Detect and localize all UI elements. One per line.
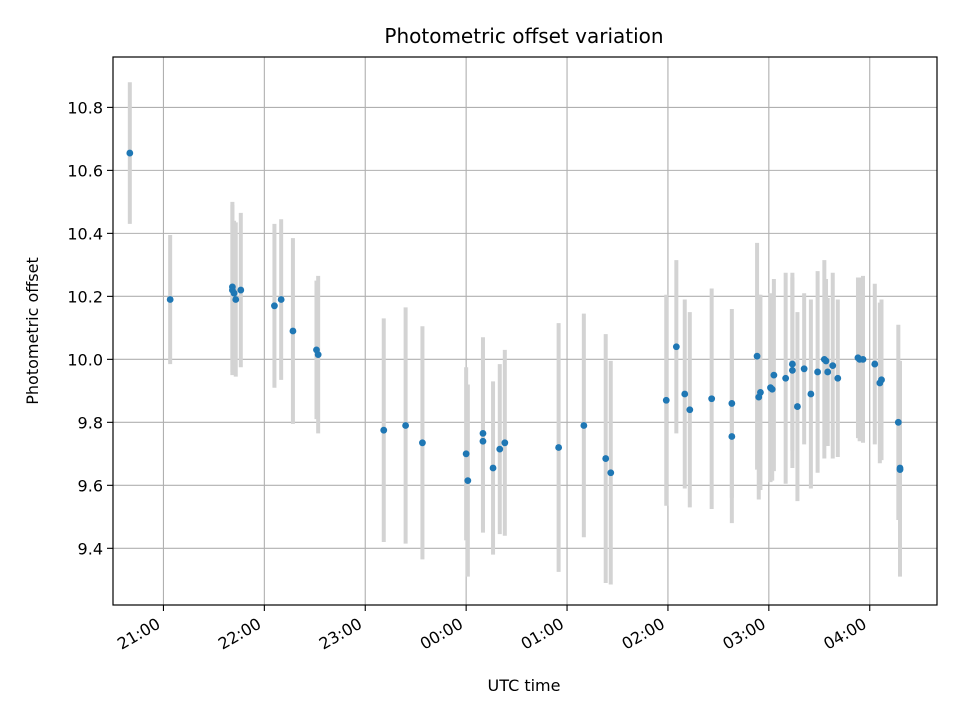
data-point bbox=[419, 439, 426, 447]
data-point bbox=[753, 352, 761, 360]
data-point bbox=[230, 289, 238, 297]
data-point bbox=[126, 149, 134, 157]
data-point bbox=[289, 327, 297, 335]
data-point bbox=[501, 439, 509, 447]
data-point bbox=[555, 444, 563, 451]
data-point bbox=[602, 455, 610, 462]
data-point bbox=[672, 343, 680, 351]
data-point bbox=[757, 389, 764, 396]
y-tick-label: 10.0 bbox=[67, 350, 103, 369]
data-point bbox=[728, 433, 736, 440]
data-point bbox=[479, 429, 487, 437]
data-point bbox=[814, 368, 822, 376]
data-point bbox=[607, 469, 615, 477]
data-point bbox=[232, 296, 240, 303]
data-point bbox=[788, 366, 796, 374]
data-point bbox=[824, 368, 832, 376]
y-tick-label: 10.4 bbox=[67, 224, 103, 243]
data-point bbox=[859, 355, 867, 363]
y-tick-label: 10.6 bbox=[67, 161, 103, 180]
data-point bbox=[662, 396, 670, 404]
data-point bbox=[896, 466, 904, 473]
y-axis-ticks: 9.4 9.6 9.8 10.0 10.2 10.4 10.6 10.8 bbox=[67, 98, 113, 558]
data-point bbox=[464, 477, 472, 484]
data-point bbox=[496, 445, 504, 453]
data-point bbox=[894, 418, 902, 426]
data-point bbox=[708, 395, 716, 403]
y-tick-label: 10.8 bbox=[67, 98, 103, 117]
data-point bbox=[314, 351, 322, 359]
data-point bbox=[166, 296, 174, 303]
data-point bbox=[728, 400, 736, 407]
y-tick-label: 9.6 bbox=[78, 476, 103, 495]
data-point bbox=[402, 422, 410, 429]
plot-frame bbox=[112, 56, 938, 606]
data-point bbox=[834, 374, 842, 382]
y-tick-label: 9.4 bbox=[78, 539, 103, 558]
data-point bbox=[681, 390, 689, 398]
data-point bbox=[770, 371, 778, 379]
data-point bbox=[829, 362, 837, 370]
data-point bbox=[462, 450, 470, 458]
data-point bbox=[878, 376, 885, 384]
data-point bbox=[686, 406, 694, 414]
data-point bbox=[822, 357, 830, 365]
chart-title: Photometric offset variation bbox=[384, 24, 663, 48]
data-point bbox=[271, 302, 278, 310]
data-point bbox=[794, 403, 801, 410]
data-point bbox=[489, 464, 497, 472]
grid bbox=[113, 57, 937, 605]
data-points bbox=[126, 149, 904, 484]
y-tick-label: 9.8 bbox=[78, 413, 103, 432]
data-point bbox=[871, 360, 879, 368]
data-point bbox=[237, 286, 245, 294]
data-point bbox=[380, 426, 388, 434]
data-point bbox=[800, 365, 808, 373]
data-point bbox=[782, 374, 790, 382]
y-axis-label: Photometric offset bbox=[23, 257, 42, 405]
y-tick-label: 10.2 bbox=[67, 287, 103, 306]
data-point bbox=[277, 296, 285, 303]
x-axis-label: UTC time bbox=[488, 676, 561, 695]
data-point bbox=[479, 437, 487, 445]
data-point bbox=[580, 422, 588, 429]
data-point bbox=[768, 385, 776, 393]
data-point bbox=[788, 360, 796, 368]
data-point bbox=[807, 390, 815, 398]
